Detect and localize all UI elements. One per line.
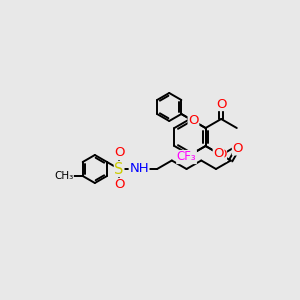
Text: O: O <box>114 178 124 191</box>
Text: O: O <box>188 115 199 128</box>
Text: S: S <box>114 161 124 176</box>
Text: NH: NH <box>129 163 149 176</box>
Text: O: O <box>232 142 243 155</box>
Text: O: O <box>216 148 226 161</box>
Text: CH₃: CH₃ <box>54 171 73 181</box>
Text: O: O <box>114 146 124 160</box>
Text: CF₃: CF₃ <box>177 151 196 164</box>
Text: O: O <box>216 98 226 110</box>
Text: O: O <box>213 147 224 160</box>
